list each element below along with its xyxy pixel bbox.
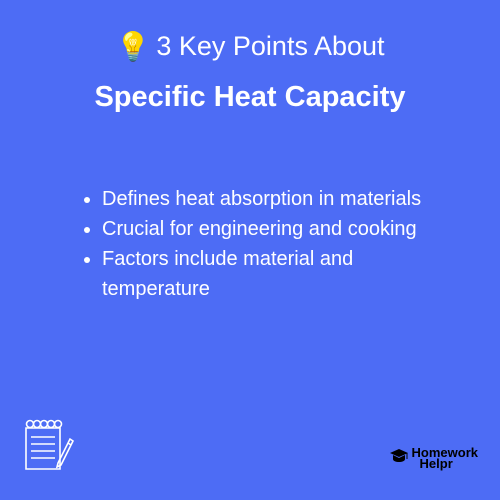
subject-title: Specific Heat Capacity	[0, 81, 500, 114]
brand-logo: Homework Helpr	[389, 447, 478, 470]
list-item: Crucial for engineering and cooking	[102, 214, 450, 244]
header-block: 💡 3 Key Points About Specific Heat Capac…	[0, 0, 500, 114]
lightbulb-icon: 💡	[115, 30, 150, 63]
header-lead-text: 3 Key Points About	[156, 31, 384, 62]
logo-text: Homework Helpr	[412, 447, 478, 469]
notepad-icon	[20, 415, 75, 480]
list-item: Factors include material and temperature	[102, 244, 450, 304]
points-list: Defines heat absorption in materials Cru…	[0, 184, 500, 304]
header-row: 💡 3 Key Points About	[0, 30, 500, 63]
graduation-cap-icon	[389, 447, 409, 470]
list-item: Defines heat absorption in materials	[102, 184, 450, 214]
